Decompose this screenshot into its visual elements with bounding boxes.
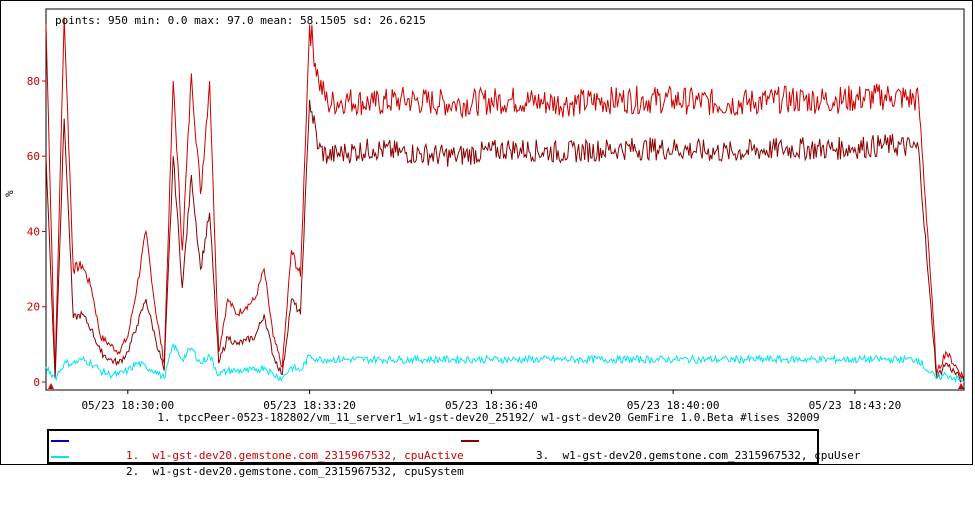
y-tick-label: 80 [27,75,40,88]
legend-label: 1. w1-gst-dev20.gemstone.com_2315967532,… [73,432,464,480]
legend-number: 3. [535,449,550,462]
stats-line: points: 950 min: 0.0 max: 97.0 mean: 58.… [55,14,426,27]
chart-caption: 1. tpccPeer-0523-182802/vm_11_server1_w1… [157,411,820,424]
legend-item-cpuuser[interactable]: 3. w1-gst-dev20.gemstone.com_2315967532,… [461,432,861,462]
y-tick-label: 40 [27,225,40,238]
y-axis-label: % [3,190,16,197]
series-group [45,16,965,384]
y-tick-label: 20 [27,301,40,314]
left-limit-marker-icon [48,383,54,389]
chart-svg: 0 20 40 60 80 % [3,8,965,394]
legend-swatch-blue-line-icon [51,440,69,442]
x-axis [127,390,856,394]
y-axis: 0 20 40 60 80 [27,75,46,389]
y-tick-label: 60 [27,150,40,163]
legend-label: 2. w1-gst-dev20.gemstone.com_2315967532,… [73,448,464,496]
legend-swatch-darkred-line-icon [461,440,479,442]
legend-swatch-cyan-line-icon [51,456,69,458]
right-limit-marker-icon [958,383,964,389]
series-line-cpuuser [45,99,965,384]
x-tick-label: 05/23 18:30:00 [81,399,175,412]
chart-window: 0 20 40 60 80 % points: 950 min: 0.0 max: 97… [0,0,973,478]
x-tick-label: 05/23 18:33:20 [263,399,356,412]
x-tick-label: 05/23 18:36:40 [445,399,538,412]
legend-series-name: w1-gst-dev20.gemstone.com_2315967532, cp… [562,449,861,462]
series-line-cpusystem [45,343,965,384]
legend-item-cpuactive[interactable]: 1. w1-gst-dev20.gemstone.com_2315967532,… [51,432,464,462]
x-tick-label: 05/23 18:43:20 [808,399,902,412]
series-line-cpuactive [45,16,965,379]
legend-number: 1. [125,449,140,462]
plot-area [45,8,965,391]
legend-series-name: w1-gst-dev20.gemstone.com_2315967532, cp… [152,449,464,462]
y-tick-label: 0 [33,376,40,389]
legend-label: 3. w1-gst-dev20.gemstone.com_2315967532,… [483,432,861,480]
x-tick-label: 05/23 18:40:00 [626,399,720,412]
legend: 1. w1-gst-dev20.gemstone.com_2315967532,… [47,429,861,478]
legend-item-cpusystem[interactable]: 2. w1-gst-dev20.gemstone.com_2315967532,… [51,448,551,478]
